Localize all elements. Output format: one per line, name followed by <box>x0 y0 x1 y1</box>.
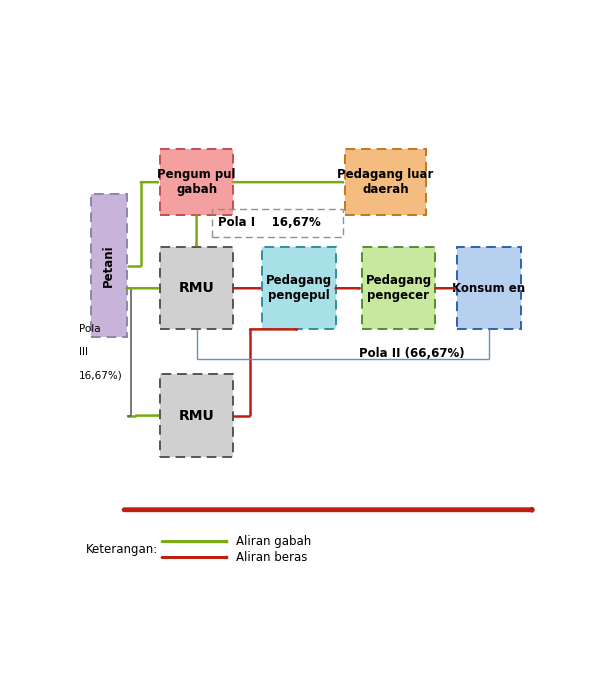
Text: RMU: RMU <box>179 409 215 422</box>
FancyBboxPatch shape <box>262 247 335 329</box>
FancyBboxPatch shape <box>160 375 234 457</box>
Text: Pola

III

16,67%): Pola III 16,67%) <box>79 324 123 380</box>
Text: Pola I    16,67%: Pola I 16,67% <box>218 216 321 229</box>
Text: Aliran gabah: Aliran gabah <box>236 535 311 548</box>
FancyBboxPatch shape <box>457 247 521 329</box>
Text: Pedagang luar
daerah: Pedagang luar daerah <box>337 168 433 196</box>
Text: Pedagang
pengecer: Pedagang pengecer <box>365 274 432 302</box>
Text: Pedagang
pengepul: Pedagang pengepul <box>265 274 332 302</box>
Text: Aliran beras: Aliran beras <box>236 551 307 564</box>
Text: Pola II (66,67%): Pola II (66,67%) <box>359 347 465 360</box>
Text: Konsum en: Konsum en <box>452 282 525 295</box>
Text: Keterangan:: Keterangan: <box>86 543 158 556</box>
FancyBboxPatch shape <box>345 149 426 215</box>
Text: Petani: Petani <box>102 245 115 287</box>
FancyBboxPatch shape <box>362 247 435 329</box>
Text: Pengum pul
gabah: Pengum pul gabah <box>158 168 236 196</box>
FancyBboxPatch shape <box>91 194 126 338</box>
Text: RMU: RMU <box>179 281 215 296</box>
FancyBboxPatch shape <box>160 247 234 329</box>
FancyBboxPatch shape <box>160 149 234 215</box>
